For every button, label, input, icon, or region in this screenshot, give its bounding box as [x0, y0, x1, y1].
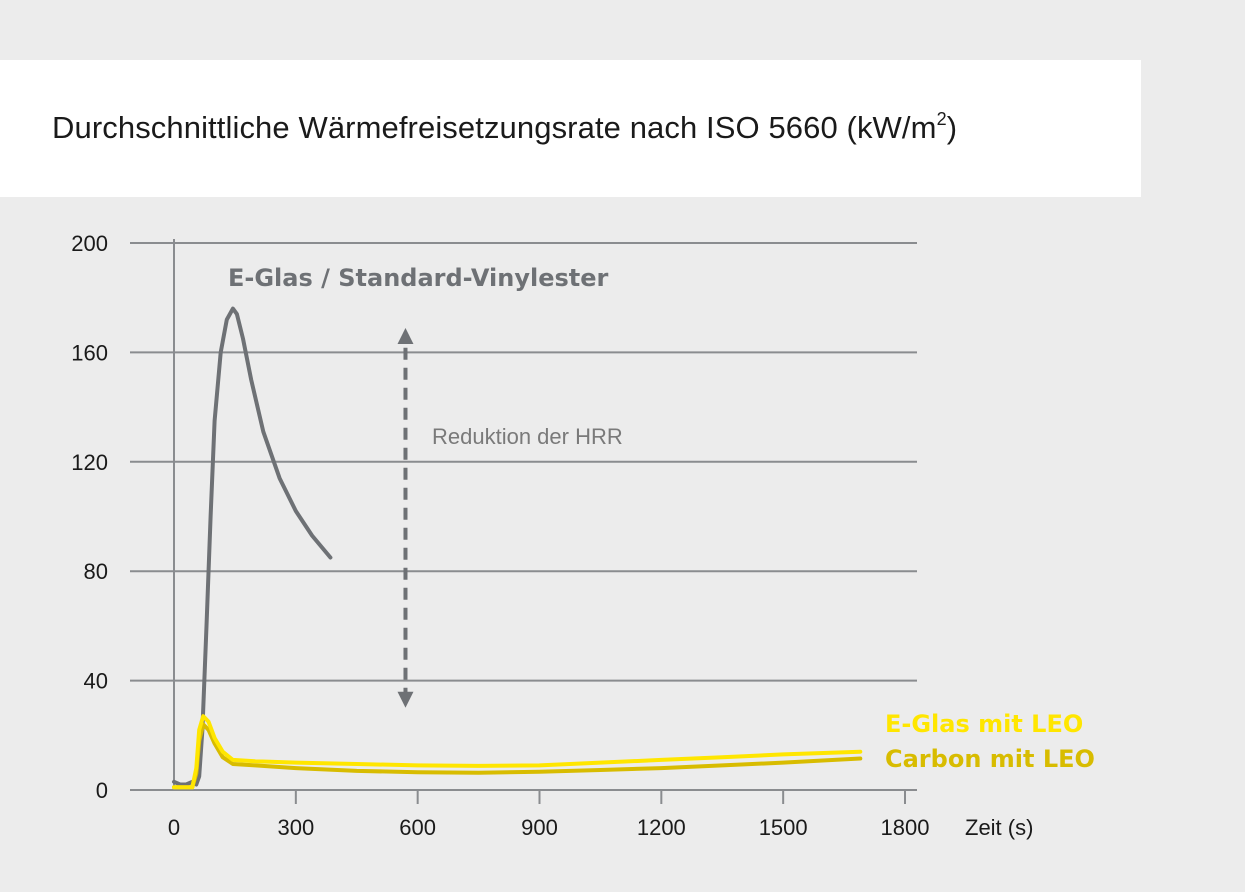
annotation-reduktion: Reduktion der HRR: [432, 424, 623, 449]
x-tick-label-600: 600: [399, 815, 436, 840]
annotation-eglas-leo: E-Glas mit LEO: [885, 710, 1083, 738]
x-tick-label-1500: 1500: [759, 815, 808, 840]
chart-title: Durchschnittliche Wärmefreisetzungsrate …: [52, 108, 958, 146]
y-tick-label-0: 0: [96, 778, 108, 803]
x-tick-label-1200: 1200: [637, 815, 686, 840]
x-tick-label-300: 300: [277, 815, 314, 840]
tick-label-layer: 0 40 80 120 160 200 0 300 600 900 1200 1500 1800 Zeit…: [71, 231, 1033, 840]
title-band: [0, 60, 1141, 197]
x-axis-label: Zeit (s): [965, 815, 1033, 840]
axis-layer: [130, 239, 917, 804]
grid-layer: [130, 242, 917, 682]
y-tick-label-40: 40: [84, 669, 108, 694]
y-tick-label-80: 80: [84, 559, 108, 584]
x-tick-label-1800: 1800: [881, 815, 930, 840]
annotation-eglas-standard: E-Glas / Standard-Vinylester: [228, 264, 609, 292]
chart-title-text: Durchschnittliche Wärmefreisetzungsrate …: [52, 110, 937, 145]
x-tick-label-900: 900: [521, 815, 558, 840]
x-tick-label-0: 0: [168, 815, 180, 840]
y-tick-label-200: 200: [71, 231, 108, 256]
series-layer: [172, 306, 863, 790]
series-line-1: [172, 714, 863, 790]
annotation-layer: E-Glas / Standard-Vinylester Reduktion de…: [228, 264, 1095, 773]
series-line-0: [172, 306, 333, 787]
y-tick-label-160: 160: [71, 340, 108, 365]
chart-title-superscript: 2: [936, 108, 947, 129]
annotation-carbon-leo: Carbon mit LEO: [885, 745, 1095, 773]
chart-title-suffix: ): [946, 110, 958, 145]
y-tick-label-120: 120: [71, 450, 108, 475]
